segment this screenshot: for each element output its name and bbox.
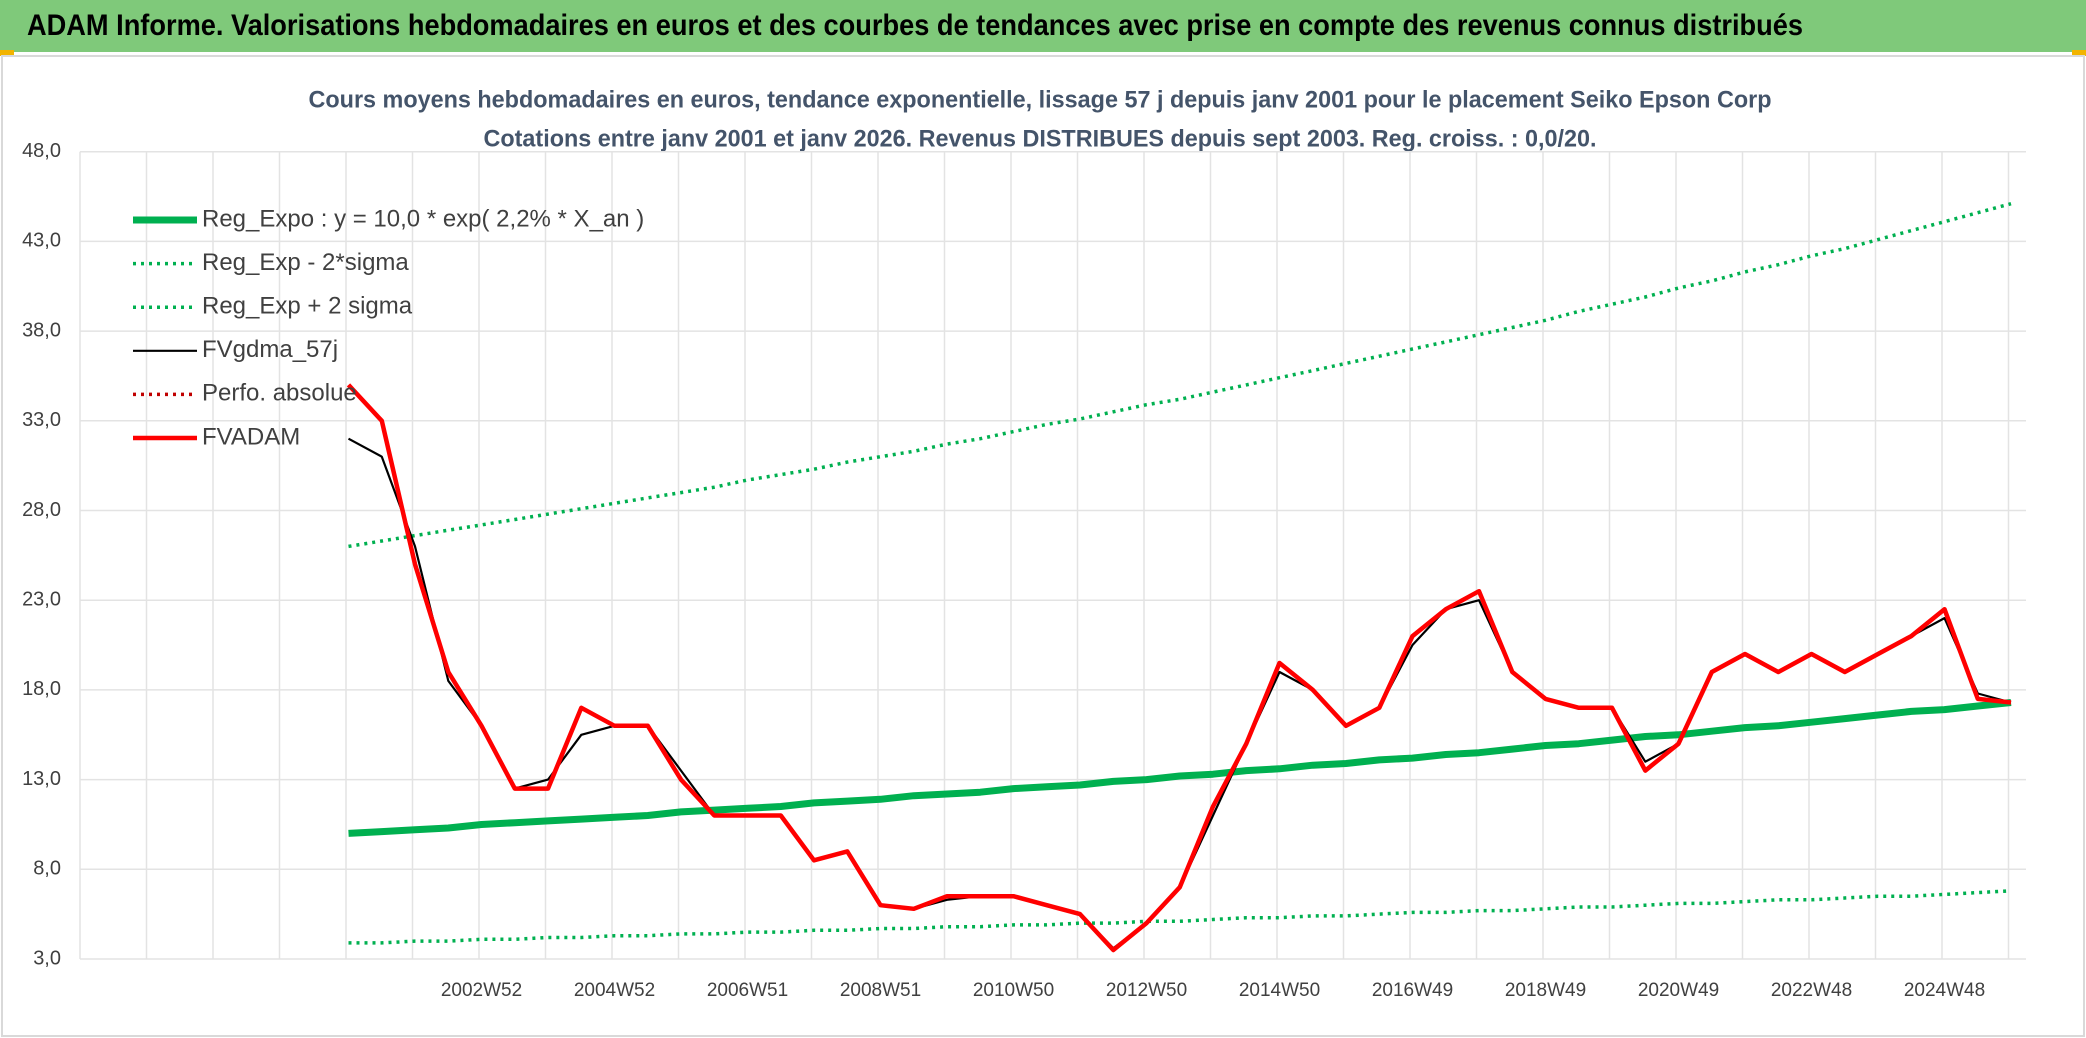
legend: Reg_Expo : y = 10,0 * exp( 2,2% * X_an )…: [133, 205, 644, 450]
series-line: [348, 202, 2012, 549]
x-tick-label: 2008W51: [840, 980, 921, 1001]
series-line: [348, 699, 2012, 837]
chart-subtitle: Cotations entre janv 2001 et janv 2026. …: [484, 125, 1597, 152]
y-tick-label: 8,0: [33, 858, 61, 880]
legend-label: FVgdma_57j: [202, 336, 338, 363]
y-tick-label: 38,0: [22, 319, 61, 341]
x-tick-label: 2020W49: [1638, 980, 1719, 1001]
x-tick-label: 2022W48: [1771, 980, 1852, 1001]
x-tick-label: 2010W50: [973, 980, 1054, 1001]
x-tick-label: 2024W48: [1904, 980, 1985, 1001]
header-bar: [0, 0, 2086, 52]
legend-label: Reg_Exp + 2 sigma: [202, 293, 413, 320]
y-tick-label: 23,0: [22, 588, 61, 610]
chart-title: Cours moyens hebdomadaires en euros, ten…: [309, 86, 1772, 113]
x-tick-label: 2002W52: [441, 980, 522, 1001]
x-tick-label: 2016W49: [1372, 980, 1453, 1001]
y-tick-label: 33,0: [22, 409, 61, 431]
series-line: [346, 383, 2012, 953]
lines: [346, 202, 2012, 953]
corner-mark: [2072, 50, 2086, 56]
legend-label: Reg_Exp - 2*sigma: [202, 249, 409, 276]
legend-label: Reg_Expo : y = 10,0 * exp( 2,2% * X_an ): [202, 205, 644, 232]
x-tick-label: 2006W51: [707, 980, 788, 1001]
chart-frame: [1, 55, 2085, 1037]
series-line: [348, 889, 2012, 945]
y-tick-label: 28,0: [22, 499, 61, 521]
x-tick-label: 2014W50: [1239, 980, 1320, 1001]
x-tick-label: 2004W52: [574, 980, 655, 1001]
y-tick-label: 43,0: [22, 230, 61, 252]
legend-label: FVADAM: [202, 423, 300, 450]
y-tick-label: 48,0: [22, 140, 61, 162]
y-tick-label: 18,0: [22, 678, 61, 700]
header-title: ADAM Informe. Valorisations hebdomadaire…: [27, 9, 1803, 42]
y-tick-label: 3,0: [33, 947, 61, 969]
grid: 2002W52 2004W52 2006W51 2008W51 2010W50 2012W…: [22, 140, 2026, 1001]
legend-label: Perfo. absolue: [202, 380, 357, 407]
x-tick-label: 2012W50: [1106, 980, 1187, 1001]
corner-mark: [0, 50, 14, 56]
x-tick-label: 2018W49: [1505, 980, 1586, 1001]
y-tick-label: 13,0: [22, 768, 61, 790]
